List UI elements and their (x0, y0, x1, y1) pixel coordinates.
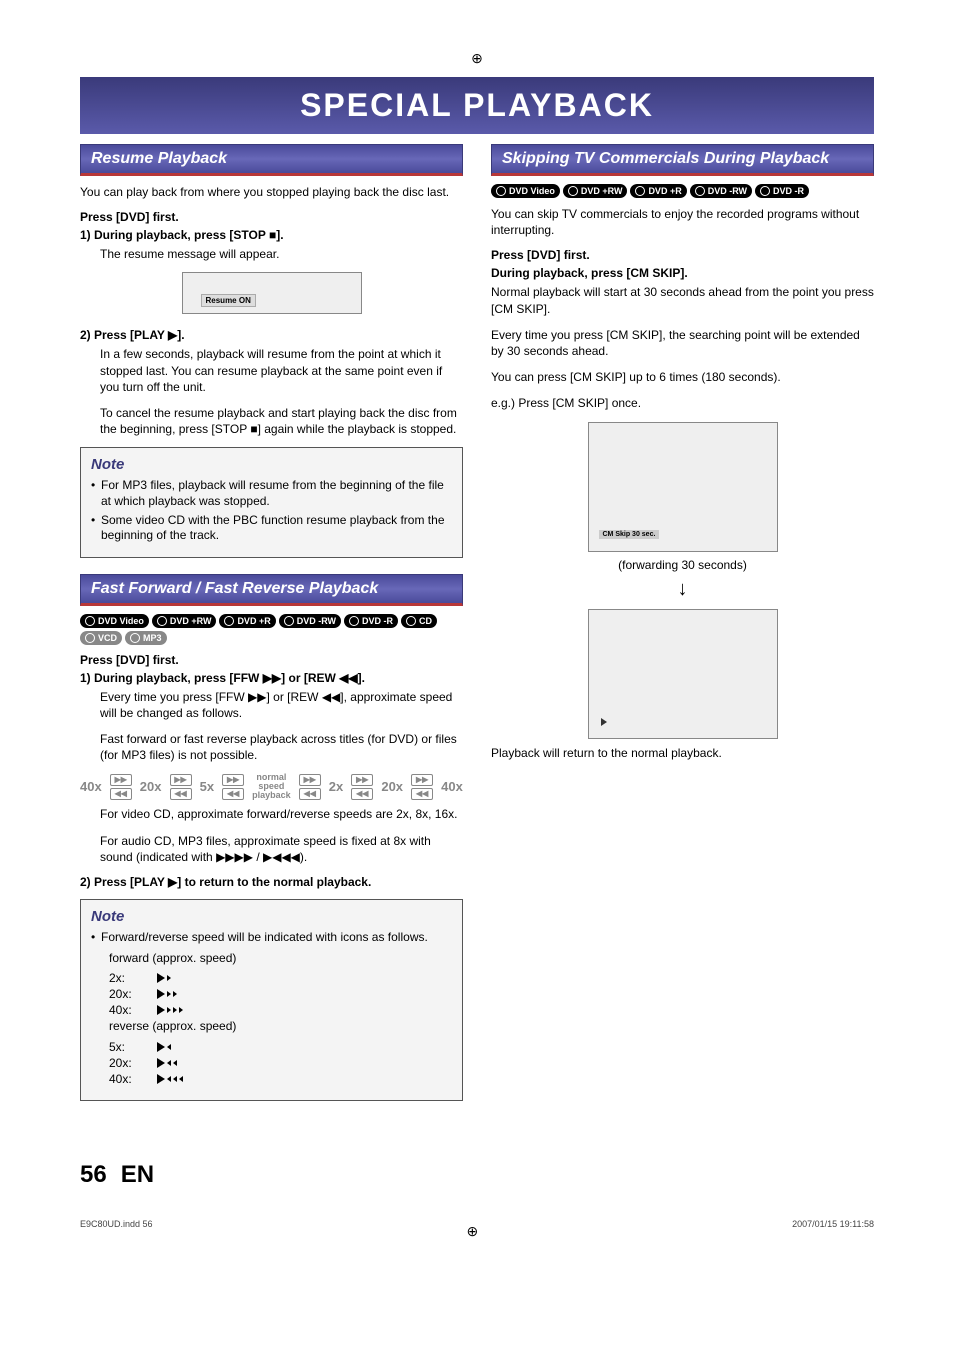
ffrew-step1-body2: Fast forward or fast reverse playback ac… (100, 731, 463, 763)
note-title: Note (91, 456, 452, 473)
speed-40x-r: 40x (441, 779, 463, 794)
resume-screen-tag: Resume ON (201, 294, 256, 307)
speed-2x: 2x (329, 779, 343, 794)
resume-step1: 1) During playback, press [STOP ■]. (80, 228, 463, 242)
page-title: SPECIAL PLAYBACK (80, 77, 874, 134)
badge-dvd-mr: DVD -R (755, 184, 809, 198)
resume-step2-body1: In a few seconds, playback will resume f… (100, 346, 463, 395)
ffrew-step1-body1: Every time you press [FFW ▶▶] or [REW ◀◀… (100, 689, 463, 721)
skip-step1: During playback, press [CM SKIP]. (491, 266, 874, 280)
badge-dvd-prw: DVD +RW (563, 184, 628, 198)
footer-time: 2007/01/15 19:11:58 (792, 1219, 874, 1240)
resume-press-dvd: Press [DVD] first. (80, 210, 463, 224)
right-column: Skipping TV Commercials During Playback … (491, 144, 874, 1101)
resume-note2: Some video CD with the PBC function resu… (91, 513, 452, 544)
content-columns: Resume Playback You can play back from w… (80, 144, 874, 1101)
skip-body1: Normal playback will start at 30 seconds… (491, 284, 874, 316)
tv-box-2 (588, 609, 778, 739)
skip-press-dvd: Press [DVD] first. (491, 248, 874, 262)
badge-dvd-mr: DVD -R (344, 614, 398, 628)
forwarding-text: (forwarding 30 seconds) (491, 558, 874, 572)
registration-mark-top: ⊕ (80, 50, 874, 67)
ffrew-note-intro: Forward/reverse speed will be indicated … (91, 930, 452, 1087)
resume-step2: 2) Press [PLAY ▶]. (80, 328, 463, 342)
skip-body2: Every time you press [CM SKIP], the sear… (491, 327, 874, 359)
ffrew-after2: For audio CD, MP3 files, approximate spe… (100, 833, 463, 865)
key-rew-icon: ◀◀ (110, 788, 132, 800)
resume-step2-body2: To cancel the resume playback and start … (100, 405, 463, 437)
badge-cd: CD (401, 614, 437, 628)
speed-diagram: 40x ▶▶◀◀ 20x ▶▶◀◀ 5x ▶▶◀◀ normal speed p… (80, 773, 463, 800)
speed-center: normal speed playback (252, 773, 291, 800)
skip-badges: DVD Video DVD +RW DVD +R DVD -RW DVD -R (491, 184, 874, 198)
resume-note1: For MP3 files, playback will resume from… (91, 478, 452, 509)
footer-file: E9C80UD.indd 56 (80, 1219, 153, 1240)
registration-mark-bottom: ⊕ (466, 1223, 478, 1240)
skip-return: Playback will return to the normal playb… (491, 745, 874, 761)
left-column: Resume Playback You can play back from w… (80, 144, 463, 1101)
badge-dvd-video: DVD Video (491, 184, 560, 198)
speed-20x-l: 20x (140, 779, 162, 794)
fwd-label: forward (approx. speed) (109, 950, 452, 966)
tv-label: CM Skip 30 sec. (599, 530, 660, 539)
badge-dvd-pr: DVD +R (219, 614, 275, 628)
ffrew-step2: 2) Press [PLAY ▶] to return to the norma… (80, 875, 463, 889)
badge-vcd: VCD (80, 631, 122, 645)
ffrew-step1: 1) During playback, press [FFW ▶▶] or [R… (80, 671, 463, 685)
ffrew-badges: DVD Video DVD +RW DVD +R DVD -RW DVD -R … (80, 614, 463, 645)
speed-40x-l: 40x (80, 779, 102, 794)
note-title: Note (91, 908, 452, 925)
fwd-speed-table: 2x: 20x: 40x: (109, 970, 452, 1019)
badge-dvd-mrw: DVD -RW (279, 614, 341, 628)
skip-body3: You can press [CM SKIP] up to 6 times (1… (491, 369, 874, 385)
ffrew-header: Fast Forward / Fast Reverse Playback (80, 574, 463, 606)
badge-dvd-prw: DVD +RW (152, 614, 217, 628)
speed-20x-r: 20x (381, 779, 403, 794)
tv-box-1: CM Skip 30 sec. (588, 422, 778, 552)
rev-label: reverse (approx. speed) (109, 1018, 452, 1034)
resume-screen-box: Resume ON (182, 272, 362, 314)
resume-step1-body: The resume message will appear. (100, 246, 463, 262)
ffrew-note-box: Note Forward/reverse speed will be indic… (80, 899, 463, 1101)
ffrew-press-dvd: Press [DVD] first. (80, 653, 463, 667)
badge-dvd-mrw: DVD -RW (690, 184, 752, 198)
page-lang: EN (121, 1161, 154, 1189)
skip-intro: You can skip TV commercials to enjoy the… (491, 206, 874, 238)
resume-intro: You can play back from where you stopped… (80, 184, 463, 200)
badge-mp3: MP3 (125, 631, 167, 645)
down-arrow-icon: ↓ (491, 578, 874, 601)
ffrew-after1: For video CD, approximate forward/revers… (100, 806, 463, 822)
speed-5x: 5x (200, 779, 214, 794)
resume-header: Resume Playback (80, 144, 463, 176)
key-ffw-icon: ▶▶ (110, 774, 132, 786)
badge-dvd-video: DVD Video (80, 614, 149, 628)
rev-speed-table: 5x: 20x: 40x: (109, 1039, 452, 1088)
page-number: 56 (80, 1161, 107, 1189)
skip-header: Skipping TV Commercials During Playback (491, 144, 874, 176)
page-footer: 56 EN (80, 1161, 874, 1189)
resume-note-box: Note For MP3 files, playback will resume… (80, 447, 463, 557)
skip-eg: e.g.) Press [CM SKIP] once. (491, 395, 874, 411)
badge-dvd-pr: DVD +R (630, 184, 686, 198)
